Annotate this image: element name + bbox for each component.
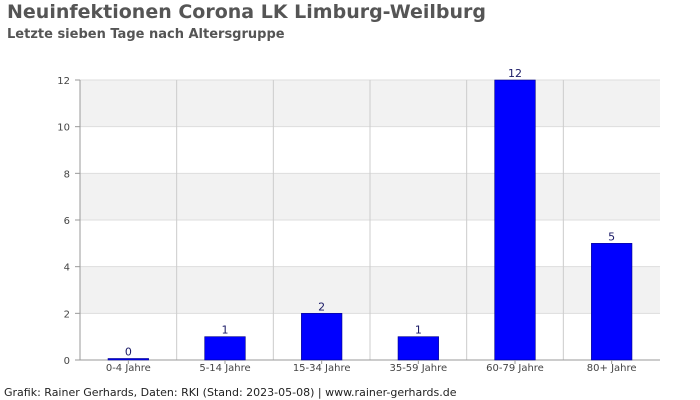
y-tick-label: 10: [57, 123, 70, 134]
data-label: 12: [508, 67, 522, 80]
x-tick-label: 60-79 Jahre: [486, 363, 544, 374]
bar: [591, 243, 633, 361]
x-tick-label: 5-14 Jahre: [199, 363, 250, 374]
y-tick-label: 0: [64, 356, 70, 367]
footer-credit: Grafik: Rainer Gerhards, Daten: RKI (Sta…: [4, 386, 457, 399]
bar: [494, 79, 536, 361]
y-tick-label: 2: [64, 309, 70, 320]
data-label: 2: [318, 300, 325, 313]
chart-subtitle: Letzte sieben Tage nach Altersgruppe: [7, 27, 285, 42]
data-label: 5: [608, 230, 615, 243]
y-tick-label: 12: [57, 76, 70, 87]
data-label: 0: [125, 346, 132, 359]
y-tick-label: 4: [64, 263, 70, 274]
y-tick-label: 8: [64, 169, 70, 180]
x-tick-label: 0-4 Jahre: [106, 363, 151, 374]
y-tick-label: 6: [64, 216, 70, 227]
x-tick-label: 35-59 Jahre: [389, 363, 447, 374]
bar: [397, 336, 439, 361]
bar: [107, 358, 149, 361]
chart-title: Neuinfektionen Corona LK Limburg-Weilbur…: [7, 1, 487, 23]
x-tick-label: 15-34 Jahre: [293, 363, 351, 374]
bar: [204, 336, 246, 361]
data-label: 1: [415, 324, 422, 337]
x-tick-label: 80+ Jahre: [587, 363, 637, 374]
bar: [301, 313, 343, 361]
data-label: 1: [222, 324, 229, 337]
